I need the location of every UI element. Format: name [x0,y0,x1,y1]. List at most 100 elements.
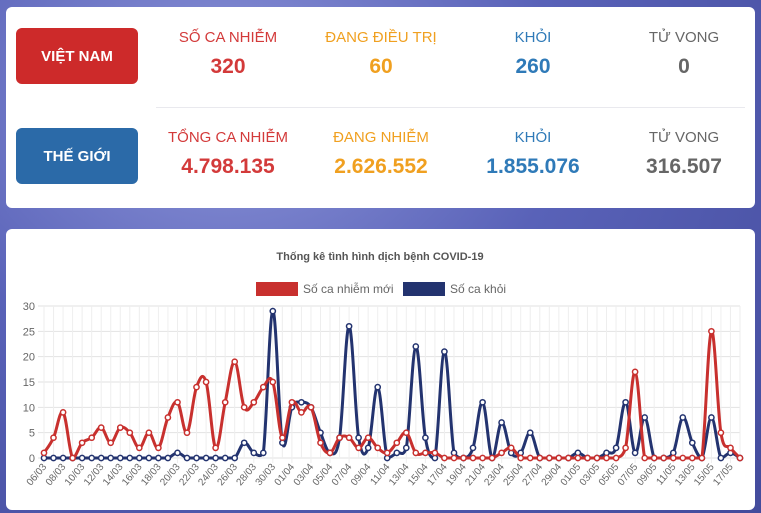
data-point-s1-27/03[interactable] [240,403,248,411]
data-point-s1-23/04[interactable] [498,449,505,457]
data-point-s1-14/04[interactable] [412,449,420,457]
data-point-s1-28/04[interactable] [545,454,553,462]
data-point-s1-08/04[interactable] [355,444,362,452]
data-point-s1-05/04[interactable] [326,449,334,457]
data-point-s2-15/04[interactable] [422,434,429,442]
data-point-s1-09/04[interactable] [364,434,372,442]
data-point-s1-01/04[interactable] [288,398,296,406]
data-point-s2-20/04[interactable] [469,444,477,452]
data-point-s1-06/04[interactable] [336,434,343,442]
data-point-s1-13/04[interactable] [402,429,410,437]
data-point-s1-07/05[interactable] [631,368,639,376]
data-point-s1-22/04[interactable] [488,454,496,462]
data-point-s1-18/05[interactable] [736,454,744,462]
data-point-s1-06/03[interactable] [40,449,48,457]
data-point-s1-10/05[interactable] [660,454,668,462]
data-point-s1-11/05[interactable] [669,454,677,462]
data-point-s2-13/04[interactable] [402,444,410,452]
data-point-s2-18/03[interactable] [155,454,162,462]
data-point-s1-01/05[interactable] [574,454,582,462]
data-point-s2-05/05[interactable] [612,444,620,452]
data-point-s2-17/04[interactable] [441,348,448,355]
data-point-s1-06/05[interactable] [622,444,629,452]
data-point-s1-13/05[interactable] [688,454,696,462]
data-point-s1-15/03[interactable] [126,429,134,437]
data-point-s1-05/05[interactable] [612,454,620,462]
data-point-s2-16/03[interactable] [135,454,143,462]
data-point-s2-24/03[interactable] [212,454,219,462]
data-point-s1-29/03[interactable] [259,383,267,391]
data-point-s1-15/05[interactable] [708,327,715,335]
data-point-s1-02/04[interactable] [298,409,305,416]
data-point-s2-09/04[interactable] [364,444,372,452]
data-point-s1-24/03[interactable] [212,444,219,452]
data-point-s1-25/03[interactable] [221,398,229,406]
data-point-s1-17/03[interactable] [145,429,153,437]
data-point-s1-28/03[interactable] [250,398,258,406]
data-point-s2-07/03[interactable] [50,454,57,462]
legend-label-1[interactable]: Số ca nhiễm mới [303,281,394,296]
data-point-s2-12/05[interactable] [679,414,687,421]
data-point-s1-19/03[interactable] [164,414,172,421]
data-point-s1-09/05[interactable] [650,454,658,462]
data-point-s2-08/03[interactable] [59,454,67,462]
data-point-s2-02/04[interactable] [298,398,305,406]
data-point-s2-21/04[interactable] [479,398,486,406]
data-point-s1-11/04[interactable] [383,449,391,457]
data-point-s2-10/03[interactable] [78,454,86,462]
data-point-s1-19/04[interactable] [460,454,467,462]
data-point-s1-17/05[interactable] [727,444,734,452]
data-point-s1-30/04[interactable] [565,454,572,462]
data-point-s2-14/03[interactable] [116,454,124,462]
data-point-s1-26/04[interactable] [526,454,534,462]
data-point-s2-23/03[interactable] [202,454,210,462]
data-point-s2-27/03[interactable] [240,439,248,447]
data-point-s2-08/05[interactable] [641,414,649,421]
data-point-s2-14/04[interactable] [412,343,420,350]
world-button[interactable]: THẾ GIỚI [16,128,138,184]
data-point-s1-03/05[interactable] [593,454,601,462]
data-point-s2-16/05[interactable] [717,454,725,462]
data-point-s1-11/03[interactable] [88,434,96,442]
data-point-s2-06/05[interactable] [622,398,629,406]
data-point-s1-14/05[interactable] [698,454,706,462]
data-point-s1-31/03[interactable] [279,434,286,442]
data-point-s1-25/04[interactable] [517,454,525,462]
data-point-s1-15/04[interactable] [422,449,429,457]
legend-swatch-2[interactable] [403,282,445,296]
data-point-s1-23/03[interactable] [202,378,210,386]
data-point-s1-30/03[interactable] [269,378,277,386]
data-point-s1-10/04[interactable] [374,444,382,452]
data-point-s2-23/04[interactable] [498,419,505,426]
data-point-s1-16/05[interactable] [717,429,725,437]
data-point-s2-21/03[interactable] [183,454,191,462]
data-point-s1-16/04[interactable] [431,449,439,457]
legend-swatch-1[interactable] [256,282,298,296]
data-point-s2-08/04[interactable] [355,434,362,442]
data-point-s2-29/03[interactable] [259,449,267,457]
data-point-s1-04/05[interactable] [603,454,610,462]
data-point-s2-28/03[interactable] [250,449,258,457]
data-point-s2-07/04[interactable] [345,322,353,330]
data-point-s1-27/04[interactable] [536,454,544,462]
data-point-s1-18/03[interactable] [155,444,162,452]
data-point-s1-09/03[interactable] [69,454,76,462]
vietnam-button[interactable]: VIỆT NAM [16,28,138,84]
data-point-s1-12/05[interactable] [679,454,687,462]
data-point-s1-24/04[interactable] [507,444,515,452]
data-point-s1-29/04[interactable] [555,454,563,462]
data-point-s1-07/04[interactable] [345,434,353,442]
data-point-s2-22/03[interactable] [193,454,200,462]
data-point-s2-13/03[interactable] [107,454,115,462]
data-point-s2-25/03[interactable] [221,454,229,462]
data-point-s1-17/04[interactable] [441,454,448,462]
data-point-s1-20/04[interactable] [469,454,477,462]
legend-label-2[interactable]: Số ca khỏi [450,282,506,296]
data-point-s1-14/03[interactable] [116,424,124,431]
data-point-s2-17/03[interactable] [145,454,153,462]
data-point-s2-12/04[interactable] [393,449,401,457]
data-point-s2-26/03[interactable] [231,454,239,462]
data-point-s2-15/03[interactable] [126,454,134,462]
data-point-s1-12/03[interactable] [97,424,105,431]
data-point-s2-19/03[interactable] [164,454,172,462]
